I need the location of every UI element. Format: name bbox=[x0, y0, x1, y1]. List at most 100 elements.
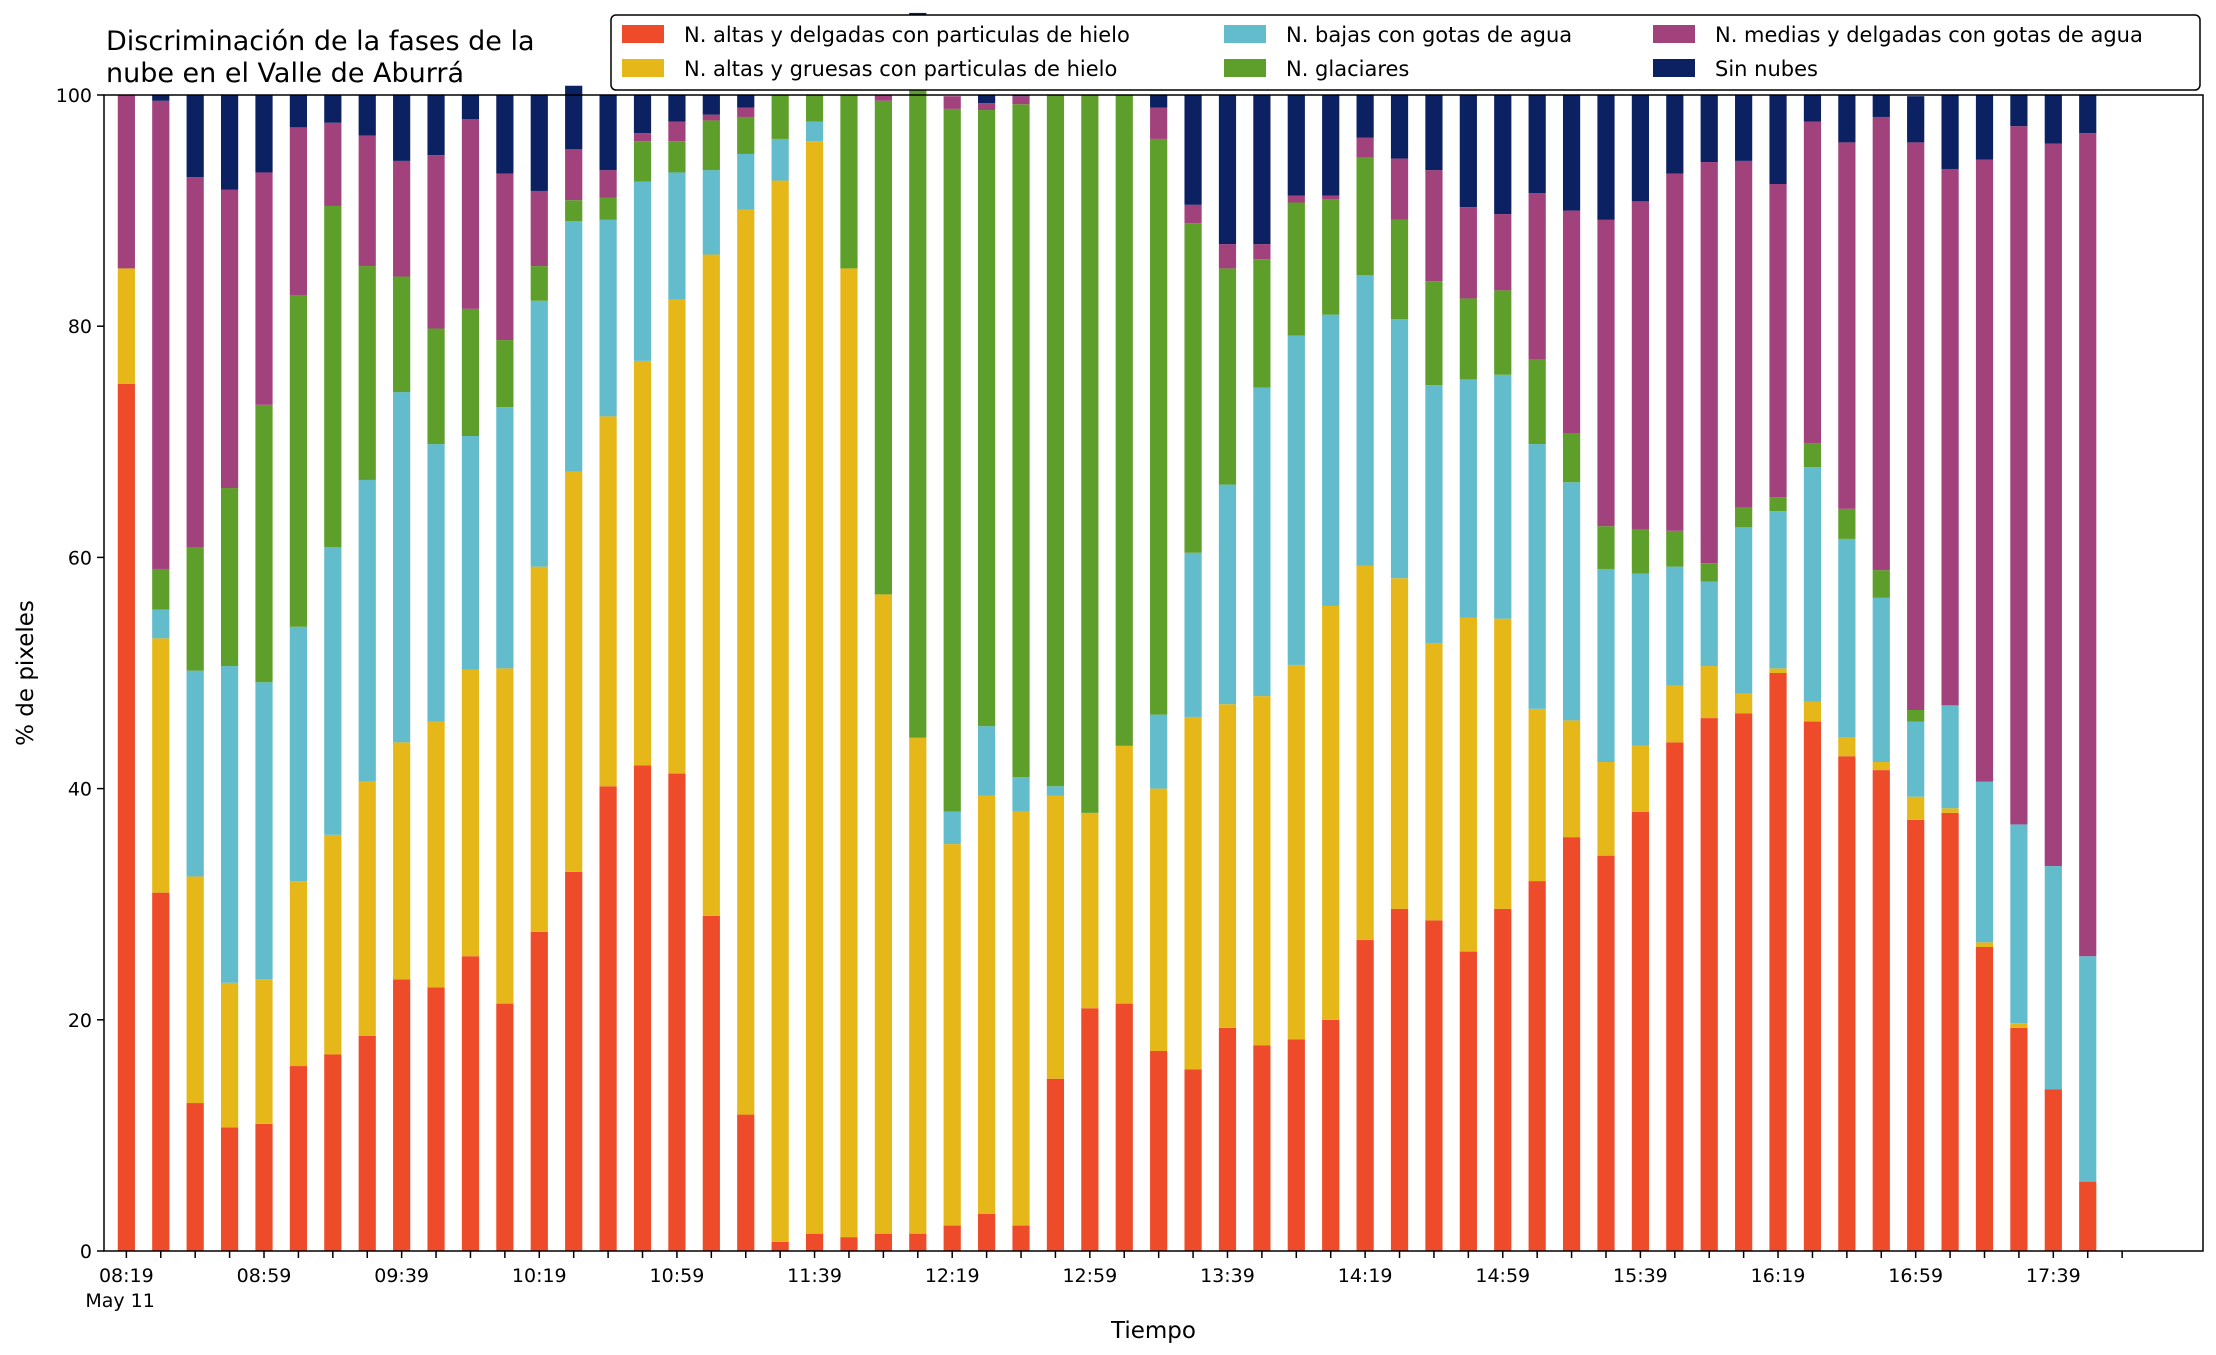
bar-segment-s1-1 bbox=[152, 638, 170, 893]
bar-segment-s5-8 bbox=[393, 95, 411, 161]
bar-stack-1219 bbox=[943, 96, 961, 1251]
bar-segment-s2-26 bbox=[1012, 777, 1030, 812]
bar-segment-s4-9 bbox=[427, 155, 445, 329]
bar-segment-s3-37 bbox=[1390, 219, 1409, 320]
x-tick-label: 15:39 bbox=[1613, 1265, 1668, 1287]
bar-segment-s3-36 bbox=[1356, 157, 1374, 276]
bar-segment-s4-16 bbox=[668, 121, 686, 142]
y-tick-label: 60 bbox=[68, 547, 92, 569]
bar-segment-s1-34 bbox=[1287, 664, 1305, 1040]
bar-segment-s2-6 bbox=[324, 547, 342, 835]
bar-segment-s1-26 bbox=[1012, 811, 1030, 1226]
bar-segment-s3-23 bbox=[909, 30, 927, 738]
bar-segment-s5-54 bbox=[1975, 95, 1994, 160]
bar-segment-s1-41 bbox=[1528, 708, 1546, 882]
bar-segment-s1-4 bbox=[255, 979, 273, 1124]
bar-segment-s5-14 bbox=[599, 95, 617, 171]
bar-segment-s4-54 bbox=[1975, 159, 1994, 782]
bar-segment-s4-41 bbox=[1528, 193, 1546, 360]
bar-segment-s1-53 bbox=[1941, 808, 1959, 813]
bar-stack-1359 bbox=[1287, 95, 1305, 1251]
bar-segment-s2-43 bbox=[1597, 568, 1615, 763]
bar-segment-s2-30 bbox=[1150, 714, 1168, 789]
bar-segment-s2-1 bbox=[152, 609, 170, 639]
bar-segment-s3-19 bbox=[771, 95, 789, 139]
bar-segment-s2-39 bbox=[1459, 379, 1477, 618]
x-tick-label: 17:39 bbox=[2026, 1265, 2081, 1287]
bar-segment-s0-7 bbox=[358, 1035, 376, 1251]
bar-segment-s0-0 bbox=[117, 384, 135, 1251]
bar-segment-s0-9 bbox=[427, 987, 445, 1251]
bar-segment-s2-3 bbox=[220, 666, 239, 983]
bar-segment-s3-52 bbox=[1907, 709, 1925, 722]
legend-label: N. altas y delgadas con particulas de hi… bbox=[684, 23, 1130, 47]
bar-stack-1709 bbox=[1941, 95, 1959, 1251]
bar-segment-s2-19 bbox=[771, 138, 789, 181]
bar-segment-s2-35 bbox=[1322, 314, 1340, 606]
bar-stack-1239 bbox=[1012, 95, 1030, 1251]
bar-stack-1029 bbox=[565, 85, 583, 1251]
bar-segment-s2-14 bbox=[599, 219, 617, 417]
bar-segment-s5-40 bbox=[1494, 95, 1512, 215]
bar-segment-s3-43 bbox=[1597, 526, 1615, 569]
x-tick-label: 16:19 bbox=[1751, 1265, 1806, 1287]
bar-stack-0949 bbox=[427, 95, 445, 1251]
bar-stack-1449 bbox=[1459, 95, 1477, 1251]
bar-segment-s4-52 bbox=[1907, 142, 1925, 710]
bar-segment-s2-5 bbox=[289, 626, 308, 882]
bar-segment-s2-47 bbox=[1735, 527, 1753, 694]
bar-segment-s0-4 bbox=[255, 1123, 273, 1251]
bar-stack-0859 bbox=[255, 95, 273, 1251]
bar-segment-s1-42 bbox=[1562, 720, 1581, 838]
bar-segment-s1-13 bbox=[565, 471, 583, 872]
bar-segment-s5-44 bbox=[1631, 95, 1649, 202]
bar-segment-s3-6 bbox=[324, 205, 342, 548]
legend-label: N. glaciares bbox=[1286, 57, 1409, 81]
bar-segment-s1-49 bbox=[1803, 701, 1822, 722]
bar-segment-s2-17 bbox=[702, 170, 720, 255]
bar-segment-s4-7 bbox=[358, 135, 376, 267]
bar-segment-s5-30 bbox=[1150, 95, 1168, 108]
bar-segment-s1-20 bbox=[805, 141, 824, 1234]
bar-segment-s4-22 bbox=[874, 95, 892, 101]
bar-segment-s3-20 bbox=[805, 95, 824, 122]
bar-stack-1629 bbox=[1803, 95, 1822, 1251]
bar-stack-1229 bbox=[978, 95, 996, 1251]
chart-title-line: Discriminación de la fases de la bbox=[106, 26, 535, 57]
bar-segment-s3-48 bbox=[1769, 497, 1787, 512]
bar-stack-1159 bbox=[874, 95, 892, 1251]
bar-segment-s3-7 bbox=[358, 266, 376, 480]
bar-segment-s3-34 bbox=[1287, 202, 1305, 336]
bar-segment-s2-33 bbox=[1253, 387, 1271, 697]
bar-segment-s4-51 bbox=[1872, 116, 1890, 571]
bar-segment-s0-50 bbox=[1838, 756, 1856, 1251]
bar-segment-s4-13 bbox=[565, 149, 583, 201]
bar-segment-s3-30 bbox=[1150, 138, 1168, 715]
bar-segment-s1-17 bbox=[702, 254, 720, 916]
bar-segment-s1-12 bbox=[530, 566, 548, 932]
bar-segment-s5-5 bbox=[289, 95, 308, 128]
bar-segment-s0-36 bbox=[1356, 940, 1374, 1251]
bar-segment-s5-6 bbox=[324, 95, 342, 123]
bar-segment-s3-17 bbox=[702, 120, 720, 171]
bar-segment-s5-31 bbox=[1184, 95, 1202, 205]
bar-segment-s5-53 bbox=[1941, 95, 1959, 169]
bar-stack-0849 bbox=[220, 95, 239, 1251]
bar-stack-1519 bbox=[1562, 95, 1581, 1251]
bar-segment-s3-4 bbox=[255, 404, 273, 683]
legend-item: N. glaciares bbox=[1224, 57, 1409, 81]
bar-segment-s3-28 bbox=[1081, 95, 1099, 813]
bar-segment-s1-45 bbox=[1666, 685, 1684, 743]
bar-segment-s0-56 bbox=[2044, 1089, 2062, 1251]
bar-segment-s1-43 bbox=[1597, 762, 1615, 856]
bar-segment-s3-26 bbox=[1012, 104, 1030, 778]
bar-segment-s5-37 bbox=[1390, 95, 1409, 159]
bar-segment-s1-22 bbox=[874, 594, 892, 1234]
bar-stack-1129 bbox=[771, 95, 789, 1251]
bar-segment-s0-37 bbox=[1390, 908, 1409, 1251]
legend-item: Sin nubes bbox=[1653, 57, 1818, 81]
bar-segment-s3-22 bbox=[874, 100, 892, 595]
bar-segment-s4-39 bbox=[1459, 207, 1477, 299]
bar-segment-s3-8 bbox=[393, 276, 411, 393]
bar-segment-s3-3 bbox=[220, 488, 239, 667]
